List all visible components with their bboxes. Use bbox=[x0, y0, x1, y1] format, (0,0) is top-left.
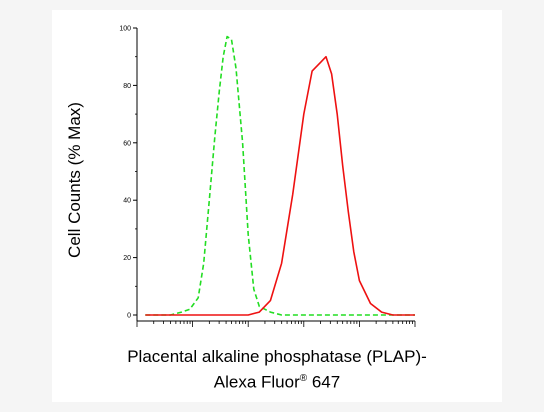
y-tick-label: 80 bbox=[123, 83, 131, 90]
y-tick-label: 0 bbox=[127, 313, 131, 320]
flow-histogram-chart: 0 20 40 60 80 100 Cell Counts (% Max) bbox=[65, 26, 416, 327]
histogram-line-dashed-green bbox=[145, 35, 415, 316]
histogram-line-solid-red bbox=[145, 55, 415, 316]
x-axis-label-text: Alexa Fluor bbox=[213, 372, 300, 392]
axes bbox=[136, 28, 415, 322]
y-axis-label: Cell Counts (% Max) bbox=[65, 102, 84, 258]
y-tick-label: 60 bbox=[123, 140, 131, 147]
chart-card: 0 20 40 60 80 100 Cell Counts (% Max) Placent… bbox=[52, 10, 502, 402]
y-tick-label: 40 bbox=[123, 198, 131, 205]
y-tick-label: 20 bbox=[123, 255, 131, 262]
x-axis-label: Placental alkaline phosphatase (PLAP)- A… bbox=[52, 346, 502, 394]
series-group bbox=[145, 35, 415, 316]
x-axis-label-line1: Placental alkaline phosphatase (PLAP)- bbox=[127, 347, 427, 366]
x-axis-label-channel: 647 bbox=[307, 372, 341, 392]
y-tick-label: 100 bbox=[119, 26, 131, 33]
ticks: 0 20 40 60 80 100 bbox=[119, 26, 416, 327]
registered-mark: ® bbox=[299, 373, 308, 384]
x-axis-label-line2: Alexa Fluor® 647 bbox=[52, 368, 502, 394]
